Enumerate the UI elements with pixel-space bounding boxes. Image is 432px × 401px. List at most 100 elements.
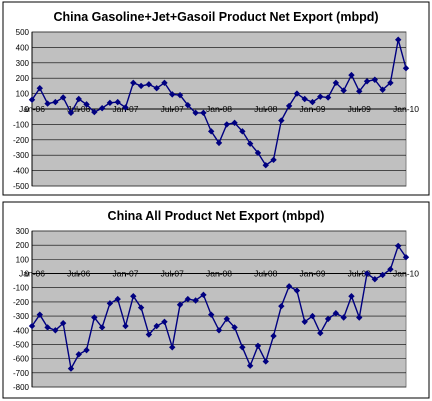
y-tick-label: 200 [16,241,30,250]
data-point [28,96,36,103]
data-point [28,322,36,330]
x-tick-label: Jan-09 [300,104,326,114]
y-tick-label: -800 [13,383,30,392]
x-tick-label: Jan-07 [113,269,139,279]
x-tick-label: Jul-08 [254,104,277,114]
data-point [200,109,207,117]
chart-2: China All Product Net Export (mbpd) -800… [2,201,430,399]
y-tick-label: -200 [13,136,30,145]
data-point [52,98,59,106]
data-point [379,86,386,93]
data-point [309,98,316,106]
x-tick-label: Jul-06 [67,104,90,114]
data-point [340,87,347,94]
data-point [83,101,90,108]
data-point [356,314,363,321]
y-tick-label: 300 [16,59,30,68]
x-tick-label: Jan-09 [300,269,326,279]
data-point [98,105,106,112]
chart-2-title: China All Product Net Export (mbpd) [108,209,325,223]
data-point [176,301,184,308]
y-tick-label: 100 [16,255,30,264]
data-point [200,291,207,299]
y-tick-label: -500 [13,182,30,191]
x-tick-label: Jan-06 [19,104,45,114]
x-tick-label: Jul-07 [161,269,184,279]
y-tick-label: -300 [13,312,30,321]
data-point [293,90,301,97]
y-tick-label: -500 [13,340,30,349]
data-point [332,310,340,317]
data-point [309,312,316,320]
data-point [192,297,199,304]
data-point [262,358,269,365]
data-point [59,319,67,327]
y-tick-label: -700 [13,369,30,378]
data-point [239,128,246,135]
data-point [395,36,402,43]
data-point [161,318,168,325]
data-point [402,64,410,72]
x-tick-label: Jul-09 [348,269,371,279]
data-point [246,362,254,369]
data-point [67,365,75,372]
data-point [192,109,199,117]
data-point [52,327,59,334]
data-point [106,99,114,107]
data-point [371,276,379,283]
x-tick-label: Jan-08 [206,104,232,114]
data-point [348,71,355,79]
data-point [270,332,277,340]
x-tick-label: Jul-07 [161,104,184,114]
data-point [231,324,238,331]
data-point [36,85,43,92]
y-tick-label: -300 [13,151,30,160]
data-point [371,76,379,83]
data-point [285,102,293,110]
data-point [317,329,324,337]
data-point [395,242,402,250]
data-point [153,322,160,330]
data-point [36,311,43,318]
data-point [67,109,75,117]
y-tick-label: 200 [16,74,30,83]
y-tick-label: -600 [13,355,30,364]
data-point [176,91,184,99]
y-tick-label: 0 [25,270,30,279]
data-point [137,82,145,90]
y-tick-label: 100 [16,90,30,99]
chart-1-x-axis: Jan-06Jul-06Jan-07Jul-07Jan-08Jul-08Jan-… [19,104,419,114]
data-point [130,79,137,87]
data-point [122,104,129,111]
data-point [262,162,269,169]
data-point [98,324,106,331]
data-point [122,322,129,330]
data-point [387,79,394,87]
y-tick-label: -100 [13,284,30,293]
y-tick-label: 300 [16,227,30,236]
data-point [83,346,90,354]
chart-1-y-axis: -500 -400 -300 -200 -100 0 100 200 300 400 500 [13,28,33,191]
y-tick-label: -400 [13,326,30,335]
data-point [184,295,192,303]
data-point [145,331,153,338]
data-point [169,344,176,351]
chart-1-series [28,36,410,169]
data-point [340,314,347,321]
data-point [223,121,230,128]
data-point [44,324,51,331]
data-point [223,315,230,323]
x-tick-label: Jul-09 [348,104,371,114]
data-point [293,287,301,294]
data-point [317,93,324,100]
x-tick-label: Jul-08 [254,269,277,279]
data-point [348,293,355,300]
data-point [114,295,121,303]
x-tick-label: Jan-10 [393,269,419,279]
chart-2-x-axis: Jan-06 Jul-06 Jan-07 Jul-07 Jan-08 Jul-08 Jan-… [19,269,419,279]
data-point [278,302,285,310]
data-point [324,94,332,101]
chart-2-plot-area [31,230,407,388]
chart-2-series [28,242,410,372]
